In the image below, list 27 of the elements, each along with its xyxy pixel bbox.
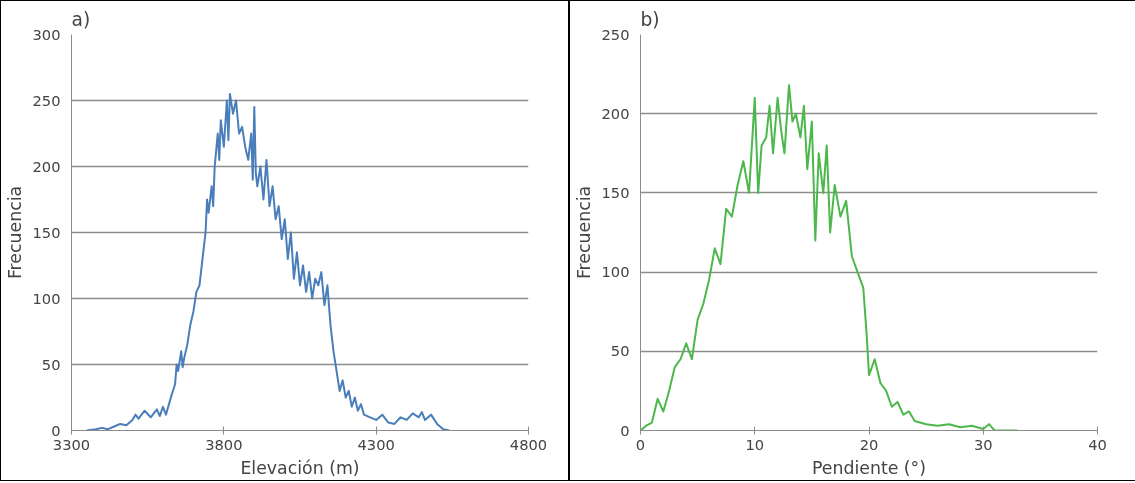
y-axis-title: Frecuencia bbox=[573, 185, 594, 280]
line-series bbox=[85, 92, 451, 431]
y-tick-label: 200 bbox=[601, 104, 630, 122]
x-tick-label: 4800 bbox=[509, 435, 548, 453]
y-tick-label: 150 bbox=[32, 223, 61, 241]
chart-title: b) bbox=[640, 8, 660, 30]
x-tick-label: 4300 bbox=[357, 435, 395, 453]
y-tick-label: 0 bbox=[620, 421, 630, 439]
y-tick-label: 250 bbox=[32, 91, 61, 109]
y-tick-label: 300 bbox=[32, 25, 61, 43]
y-axis-title: Frecuencia bbox=[4, 185, 25, 280]
y-tick-label: 50 bbox=[41, 355, 61, 373]
y-tick-label: 250 bbox=[601, 25, 630, 43]
x-tick-label: 30 bbox=[973, 435, 993, 453]
x-axis-title: Pendiente (°) bbox=[811, 457, 927, 478]
chart-title: a) bbox=[71, 8, 91, 30]
x-axis-title: Elevación (m) bbox=[240, 457, 360, 478]
x-tick-label: 10 bbox=[745, 435, 765, 453]
x-tick-label: 40 bbox=[1088, 435, 1107, 453]
y-tick-label: 200 bbox=[32, 157, 61, 175]
y-tick-label: 50 bbox=[610, 342, 630, 360]
y-tick-label: 150 bbox=[601, 183, 630, 201]
x-tick-label: 20 bbox=[859, 435, 879, 453]
y-tick-label: 100 bbox=[32, 289, 61, 307]
y-tick-label: 100 bbox=[601, 263, 630, 281]
x-tick-label: 0 bbox=[635, 435, 646, 453]
x-tick-label: 3800 bbox=[205, 435, 243, 453]
